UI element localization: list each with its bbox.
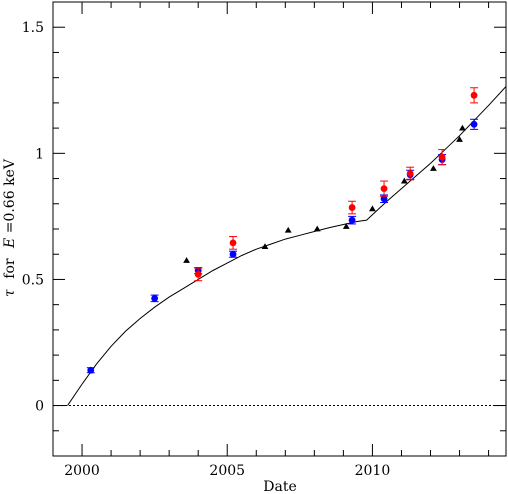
- data-point: [284, 226, 292, 233]
- y-axis-label: τ for E =0.66 keV: [2, 158, 18, 297]
- data-point: [313, 225, 321, 232]
- data-marks-layer: [86, 87, 479, 374]
- data-point: [470, 91, 478, 99]
- data-point: [380, 195, 388, 203]
- data-point: [438, 153, 446, 161]
- x-tick-label: 2010: [355, 463, 391, 479]
- plot-frame: [52, 1, 507, 457]
- data-point: [183, 257, 190, 263]
- y-axis-label-tau: τ: [2, 289, 18, 297]
- data-point: [380, 185, 388, 193]
- data-point: [348, 204, 356, 211]
- data-point: [456, 136, 463, 142]
- data-point: [229, 239, 237, 247]
- data-point: [459, 124, 466, 131]
- data-point: [87, 366, 95, 374]
- y-tick-label: 1: [35, 146, 44, 162]
- data-point: [342, 223, 350, 229]
- fit-curve-layer: [67, 86, 506, 406]
- data-point: [400, 177, 408, 184]
- data-point: [430, 165, 437, 171]
- y-axis-label-rest: =0.66 keV: [2, 158, 18, 233]
- y-tick-label: 0: [35, 399, 44, 415]
- data-point: [261, 243, 269, 250]
- axes-layer: 2000 2005 2010 0 0.5 1 1.5: [22, 1, 507, 479]
- data-point: [369, 205, 376, 212]
- fit-curve-line: [67, 86, 506, 406]
- x-tick-label: 2005: [209, 463, 245, 479]
- data-point: [470, 120, 478, 128]
- y-tick-label: 1.5: [22, 20, 44, 36]
- y-axis-label-for: for: [2, 258, 18, 279]
- data-point: [229, 250, 237, 258]
- data-point: [348, 216, 356, 224]
- y-axis-label-e: E: [2, 238, 18, 249]
- y-tick-label: 0.5: [22, 272, 44, 288]
- data-point: [406, 170, 414, 177]
- data-point: [151, 294, 159, 302]
- x-axis-label: Date: [263, 479, 296, 494]
- data-point: [194, 271, 202, 278]
- x-tick-label: 2000: [64, 463, 100, 479]
